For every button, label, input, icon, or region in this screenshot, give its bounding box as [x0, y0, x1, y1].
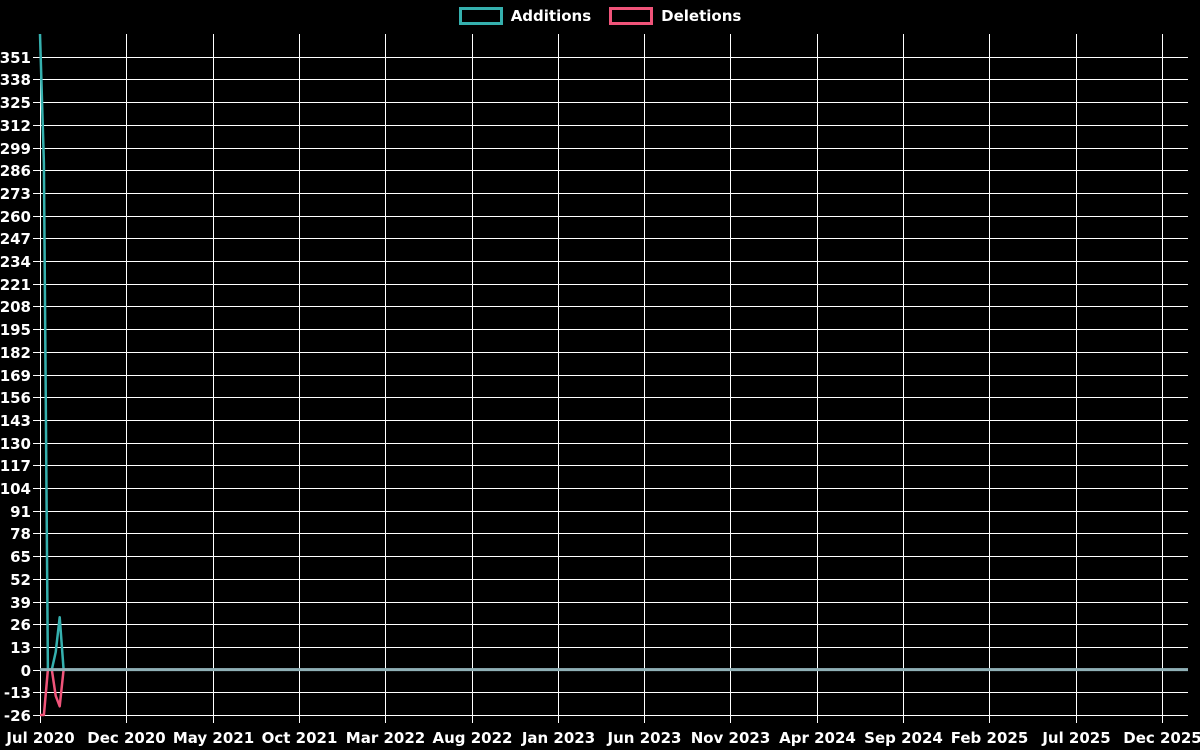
x-tick-label: Jun 2023 — [607, 729, 682, 747]
additions-swatch-icon — [458, 7, 503, 25]
y-tick-label: 117 — [0, 457, 31, 475]
x-tick-label: Dec 2025 — [1123, 729, 1200, 747]
y-tick-label: 104 — [0, 480, 31, 498]
y-tick-label: 169 — [0, 367, 31, 385]
x-tick-label: Feb 2025 — [951, 729, 1029, 747]
y-tick-label: 52 — [10, 571, 31, 589]
y-tick-label: 208 — [0, 298, 31, 316]
y-tick-label: 65 — [10, 548, 31, 566]
y-tick-label: 247 — [0, 230, 31, 248]
deletions-line — [40, 668, 1188, 717]
x-tick-label: Nov 2023 — [691, 729, 771, 747]
y-tick-label: 273 — [0, 185, 31, 203]
y-tick-label: 13 — [10, 639, 31, 657]
deletions-swatch-icon — [609, 7, 654, 25]
y-tick-label: -26 — [4, 707, 31, 725]
x-tick-label: Sep 2024 — [864, 729, 943, 747]
x-tick-label: Jul 2025 — [1041, 729, 1110, 747]
y-tick-label: 143 — [0, 412, 31, 430]
x-tick-label: Jan 2023 — [521, 729, 595, 747]
y-tick-label: 130 — [0, 435, 31, 453]
legend-item-additions[interactable]: Additions — [458, 7, 592, 25]
y-tick-label: 286 — [0, 162, 31, 180]
legend-label-additions: Additions — [510, 7, 592, 25]
y-tick-label: 78 — [10, 525, 31, 543]
y-tick-label: 39 — [10, 594, 31, 612]
y-tick-label: 299 — [0, 140, 31, 158]
x-tick-label: Oct 2021 — [262, 729, 338, 747]
x-tick-label: May 2021 — [173, 729, 254, 747]
legend-item-deletions[interactable]: Deletions — [609, 7, 741, 25]
y-tick-label: 156 — [0, 389, 31, 407]
x-tick-label: Dec 2020 — [87, 729, 166, 747]
x-tick-label: Apr 2024 — [779, 729, 856, 747]
legend-label-deletions: Deletions — [661, 7, 742, 25]
y-tick-label: 26 — [10, 616, 31, 634]
y-tick-label: 91 — [10, 503, 31, 521]
y-tick-label: 221 — [0, 276, 31, 294]
additions-line — [38, 33, 1188, 671]
y-tick-label: -13 — [4, 684, 31, 702]
y-tick-label: 260 — [0, 208, 31, 226]
y-tick-label: 234 — [0, 253, 31, 271]
y-tick-label: 338 — [0, 71, 31, 89]
y-tick-label: 351 — [0, 49, 31, 67]
chart-legend: Additions Deletions — [0, 7, 1200, 25]
y-tick-label: 0 — [21, 662, 31, 680]
x-tick-label: Mar 2022 — [346, 729, 425, 747]
y-tick-label: 325 — [0, 94, 31, 112]
y-tick-label: 312 — [0, 117, 31, 135]
y-tick-label: 195 — [0, 321, 31, 339]
x-tick-label: Aug 2022 — [433, 729, 513, 747]
x-tick-label: Jul 2020 — [5, 729, 74, 747]
y-tick-label: 182 — [0, 344, 31, 362]
